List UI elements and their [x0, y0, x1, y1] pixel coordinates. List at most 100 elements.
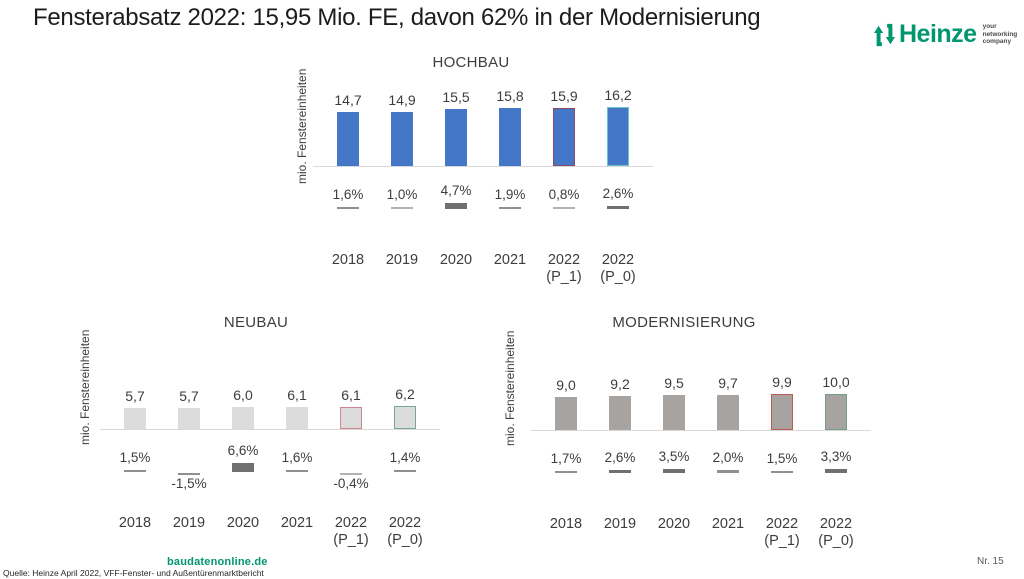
- category-label-line: 2018: [118, 515, 152, 531]
- category-label-line: 2021: [280, 515, 314, 531]
- growth-mini-bar: [499, 206, 521, 209]
- bar-group: 9,9 1,5% 2022 (P_1): [755, 371, 809, 550]
- page-number: Nr. 15: [977, 556, 1004, 567]
- bar-value-label: 15,8: [496, 88, 524, 105]
- growth-wrap: 0,8%: [537, 187, 591, 209]
- growth-zone: 1,7%: [539, 446, 593, 473]
- spacer: [295, 72, 647, 84]
- bar-value-label: 6,1: [341, 386, 361, 403]
- category-label: 2019: [173, 515, 205, 532]
- growth-zone: 3,3%: [809, 446, 863, 473]
- growth-mini-bar-negative: [178, 472, 200, 475]
- bar-value-label: 5,7: [125, 388, 145, 405]
- plot-area: 5,7 1,5% 2018 5,7 -1,5% 2019 6,0 6,6% 2020 6,1 1,6…: [78, 384, 440, 549]
- bar-zone: 5,7: [178, 384, 200, 429]
- bar-value-label: 6,2: [395, 386, 415, 403]
- bar-groups: 9,0 1,7% 2018 9,2 2,6% 2019 9,5 3,5% 2020 9,7 2,0%…: [539, 371, 865, 550]
- tagline-line: networking: [982, 30, 1018, 38]
- growth-wrap: 2,0%: [701, 450, 755, 473]
- growth-mini-bar: [555, 470, 577, 473]
- category-label-line: 2018: [331, 252, 365, 268]
- chart-title: MODERNISIERUNG: [612, 314, 756, 331]
- bar-zone: 6,1: [286, 384, 308, 429]
- bar-zone: 6,0: [232, 384, 254, 429]
- growth-wrap: 1,9%: [483, 186, 537, 209]
- category-label-line: (P_1): [764, 533, 800, 549]
- category-label: 2018: [119, 515, 151, 532]
- growth-mini-bar: [607, 205, 629, 209]
- growth-percent-label-negative: -0,4%: [333, 476, 369, 491]
- growth-wrap: 1,7%: [539, 451, 593, 473]
- bar-group: 15,9 0,8% 2022 (P_1): [537, 84, 591, 286]
- bar: [391, 111, 413, 166]
- category-label: 2019: [386, 252, 418, 269]
- bar-group: 9,7 2,0% 2021: [701, 371, 755, 550]
- spacer: [78, 332, 434, 384]
- category-label-line: 2019: [385, 252, 419, 268]
- bar-group: 6,2 1,4% 2022 (P_0): [378, 384, 432, 549]
- growth-zone: 6,6%: [216, 443, 270, 472]
- growth-mini-bar: [825, 468, 847, 473]
- growth-zone: 1,5%: [755, 446, 809, 473]
- bar-zone: 15,8: [496, 84, 524, 166]
- bar-group: 10,0 3,3% 2022 (P_0): [809, 371, 863, 550]
- growth-mini-bar: [553, 207, 575, 209]
- growth-wrap: 1,6%: [270, 450, 324, 472]
- growth-zone: 1,6%: [270, 445, 324, 472]
- bar-zone: 9,5: [663, 371, 685, 430]
- bar-value-label: 14,9: [388, 91, 416, 108]
- bar-group: 6,1 1,6% 2021: [270, 384, 324, 549]
- category-label: 2020: [658, 516, 690, 533]
- category-label-line: 2022: [334, 515, 368, 531]
- bar-zone: 5,7: [124, 384, 146, 429]
- bar-zone: 10,0: [822, 371, 850, 430]
- growth-zone: 1,5%: [108, 445, 162, 472]
- bar: [232, 407, 254, 429]
- bar: [609, 396, 631, 430]
- baudatenonline-link[interactable]: baudatenonline.de: [167, 556, 268, 568]
- growth-mini-bar: [663, 468, 685, 473]
- growth-mini-bar: [609, 469, 631, 473]
- growth-percent-label: 1,4%: [389, 450, 421, 466]
- x-axis-line: [313, 166, 653, 167]
- bar-group: 9,0 1,7% 2018: [539, 371, 593, 550]
- category-label: 2020: [227, 515, 259, 532]
- category-label: 2022 (P_0): [818, 516, 853, 550]
- category-label-line: 2021: [493, 252, 527, 268]
- bar-group: 15,5 4,7% 2020: [429, 84, 483, 286]
- growth-zone: 2,0%: [701, 446, 755, 473]
- category-label: 2018: [332, 252, 364, 269]
- growth-zone: 1,4%: [378, 445, 432, 472]
- bar-group: 5,7 -1,5% 2019: [162, 384, 216, 549]
- growth-zone: 1,6%: [321, 182, 375, 209]
- bar-group: 5,7 1,5% 2018: [108, 384, 162, 549]
- growth-wrap: 1,5%: [755, 451, 809, 473]
- bar-value-label: 5,7: [179, 388, 199, 405]
- bar-zone: 9,7: [717, 371, 739, 430]
- growth-wrap: 2,6%: [591, 186, 645, 209]
- bar: [286, 406, 308, 429]
- source-note: Quelle: Heinze April 2022, VFF-Fenster- …: [3, 568, 264, 578]
- category-label: 2019: [604, 516, 636, 533]
- growth-mini-bar: [394, 470, 416, 472]
- bar-zone: 6,1: [340, 384, 362, 429]
- category-label-line: 2019: [603, 516, 637, 532]
- growth-mini-bar: [391, 207, 413, 209]
- bar-value-label: 9,7: [718, 374, 738, 391]
- growth-percent-label: 4,7%: [440, 182, 472, 198]
- growth-percent-label: 6,6%: [227, 443, 259, 459]
- growth-percent-label: 1,0%: [386, 187, 418, 203]
- tagline-line: your: [982, 23, 997, 31]
- category-label: 2022 (P_1): [764, 516, 799, 550]
- category-label-line: 2018: [549, 516, 583, 532]
- growth-zone: 2,6%: [591, 182, 645, 209]
- chart-neubau: NEUBAU mio. Fenstereinheiten 5,7 1,5% 2018 5,…: [78, 308, 440, 549]
- plot-area: 14,7 1,6% 2018 14,9 1,0% 2019 15,5 4,7% 2020 15,8…: [295, 84, 653, 286]
- category-label-line: 2019: [172, 515, 206, 531]
- plot-area: 9,0 1,7% 2018 9,2 2,6% 2019 9,5 3,5% 2020 9,7 2,0%…: [503, 371, 871, 550]
- growth-percent-label: 3,3%: [820, 448, 852, 464]
- tagline-line: company: [982, 38, 1012, 46]
- bar: [124, 408, 146, 429]
- growth-percent-label: 1,9%: [494, 186, 526, 202]
- growth-zone: 4,7%: [429, 182, 483, 209]
